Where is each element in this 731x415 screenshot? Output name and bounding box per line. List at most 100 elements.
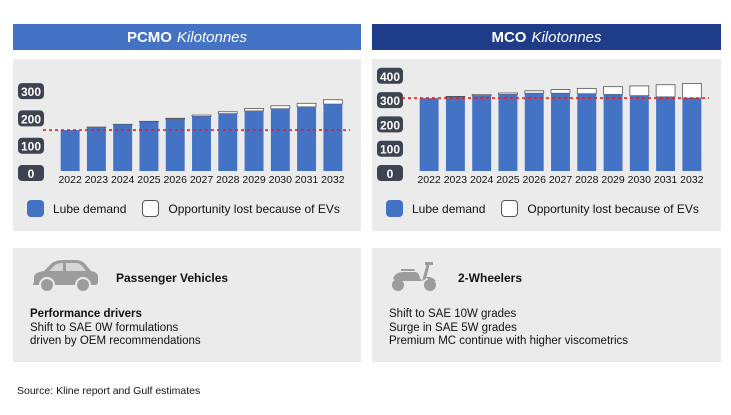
pcmo-unit: Kilotonnes	[176, 28, 248, 46]
y-tick-bg	[377, 116, 403, 133]
pcmo-chart-panel: 0 100 200 300 2022 2023 2024 2025 2026 2027 2028 20…	[13, 59, 361, 231]
y-tick-bg	[18, 110, 44, 127]
x-tick-label: 2026	[164, 174, 188, 186]
pcmo-legend: Lube demand Opportunity lost because of …	[27, 200, 356, 217]
mco-chart-panel: 0 100 200 300 400 2022 2023 2024 2025 2026 2027 202…	[372, 59, 721, 231]
pcmo-header: PCMO Kilotonnes	[13, 24, 361, 50]
legend-item-demand: Lube demand	[27, 200, 126, 217]
scooter-icon	[390, 262, 438, 293]
bar-lube-demand	[682, 98, 702, 171]
x-tick-label: 2025	[496, 174, 520, 186]
y-tick-label: 300	[380, 94, 400, 108]
card-title: Passenger Vehicles	[116, 271, 229, 285]
bar-lube-demand	[244, 110, 264, 171]
x-tick-label: 2032	[321, 174, 345, 186]
bar-opportunity-lost	[524, 90, 545, 94]
bar-opportunity-lost	[629, 85, 650, 97]
bar-opportunity-lost	[323, 99, 343, 105]
bar-lube-demand	[270, 108, 290, 171]
bar-opportunity-lost	[244, 108, 264, 112]
legend-label-lost: Opportunity lost because of EVs	[168, 201, 340, 216]
bar-lube-demand	[192, 116, 211, 171]
bar-opportunity-lost	[165, 117, 186, 120]
bar-lube-demand	[656, 96, 676, 171]
y-tick-bg	[18, 165, 44, 181]
x-tick-label: 2024	[470, 174, 494, 186]
mco-legend: Lube demand Opportunity lost because of …	[386, 200, 715, 217]
x-tick-label: 2027	[190, 174, 214, 186]
y-tick-label: 200	[21, 112, 41, 126]
card-line: driven by OEM recommendations	[30, 335, 201, 347]
y-tick-label: 200	[380, 118, 400, 132]
x-tick-label: 2029	[601, 174, 625, 186]
legend-label-demand: Lube demand	[53, 201, 127, 216]
bar-lube-demand	[603, 94, 623, 171]
bar-lube-demand	[139, 121, 159, 171]
legend-swatch-lost	[501, 200, 519, 217]
bar-opportunity-lost	[139, 120, 159, 123]
y-tick-label: 100	[21, 140, 41, 154]
x-tick-label: 2031	[654, 174, 678, 186]
card-body: Shift to SAE 10W grades Surge in SAE 5W …	[389, 308, 628, 349]
x-tick-label: 2022	[58, 174, 82, 186]
x-tick-label: 2032	[680, 174, 704, 186]
bar-opportunity-lost	[296, 102, 317, 108]
card-line: Premium MC continue with higher viscomet…	[389, 335, 629, 347]
x-tick-label: 2023	[444, 174, 468, 186]
x-tick-label: 2029	[242, 174, 266, 186]
card-line: Shift to SAE 0W formulations	[30, 321, 179, 334]
bar-lube-demand	[629, 95, 649, 171]
x-tick-label: 2022	[417, 174, 441, 186]
y-tick-bg	[377, 92, 403, 109]
mco-header: MCO Kilotonnes	[372, 24, 721, 50]
legend-item-lost: Opportunity lost because of EVs	[142, 200, 340, 217]
bar-opportunity-lost	[217, 111, 238, 115]
card-line: Surge in SAE 5W grades	[389, 321, 517, 334]
legend-item-lost: Opportunity lost because of EVs	[501, 200, 699, 217]
bar-opportunity-lost	[655, 84, 676, 98]
card-body: Performance drivers Shift to SAE 0W form…	[30, 308, 201, 349]
bar-lube-demand	[218, 113, 238, 171]
x-tick-label: 2025	[137, 174, 161, 186]
y-tick-label: 0	[387, 167, 394, 181]
legend-label-demand: Lube demand	[412, 201, 486, 216]
passenger-vehicles-card: Passenger Vehicles Performance drivers S…	[13, 248, 361, 362]
x-tick-label: 2028	[575, 174, 599, 186]
card-title: 2-Wheelers	[458, 271, 523, 285]
legend-swatch-demand	[27, 200, 44, 217]
bar-lube-demand	[472, 95, 492, 171]
x-tick-label: 2027	[549, 174, 573, 186]
y-tick-label: 100	[380, 143, 400, 157]
bar-opportunity-lost	[498, 92, 518, 95]
mco-unit: Kilotonnes	[531, 28, 602, 46]
bar-lube-demand	[86, 127, 106, 171]
bar-lube-demand	[419, 98, 439, 171]
legend-swatch-lost	[142, 200, 160, 217]
y-tick-bg	[377, 140, 403, 157]
bar-lube-demand	[577, 93, 597, 171]
source-note: Source: Kline report and Gulf estimates	[17, 385, 201, 397]
y-tick-label: 300	[21, 85, 41, 99]
y-tick-label: 0	[28, 167, 35, 181]
bar-opportunity-lost	[270, 105, 291, 110]
bar-lube-demand	[524, 93, 544, 171]
bar-lube-demand	[551, 93, 570, 171]
mco-title: MCO	[491, 28, 527, 46]
bar-lube-demand	[498, 94, 518, 171]
pcmo-title: PCMO	[126, 28, 172, 46]
card-heading: Performance drivers	[30, 308, 142, 320]
two-wheelers-card: 2-Wheelers Shift to SAE 10W grades Surge…	[372, 248, 721, 362]
card-line: Shift to SAE 10W grades	[389, 308, 517, 320]
y-tick-bg	[18, 83, 44, 100]
y-tick-bg	[377, 165, 403, 181]
bar-opportunity-lost	[576, 87, 597, 95]
legend-item-demand: Lube demand	[386, 200, 485, 217]
x-tick-label: 2028	[216, 174, 240, 186]
legend-swatch-demand	[386, 200, 403, 217]
x-tick-label: 2023	[85, 174, 109, 186]
bar-lube-demand	[297, 106, 317, 171]
y-tick-bg	[377, 67, 403, 84]
y-tick-label: 400	[380, 70, 400, 84]
bar-opportunity-lost	[191, 114, 212, 117]
